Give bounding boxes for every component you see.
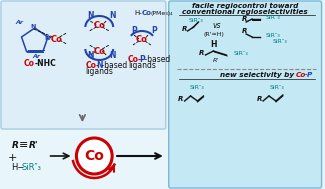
Text: -based: -based bbox=[142, 54, 170, 64]
Text: SiR″₃: SiR″₃ bbox=[266, 33, 281, 38]
Text: R: R bbox=[242, 16, 248, 22]
Text: R': R' bbox=[29, 140, 39, 149]
Text: Co: Co bbox=[142, 10, 152, 16]
Text: N: N bbox=[87, 51, 94, 60]
Text: N: N bbox=[44, 36, 50, 41]
Text: H-: H- bbox=[134, 10, 142, 16]
Text: ligands: ligands bbox=[128, 60, 156, 70]
Text: -P: -P bbox=[305, 72, 313, 78]
Text: ≡: ≡ bbox=[19, 140, 29, 150]
Text: SiR″₃: SiR″₃ bbox=[273, 39, 288, 44]
Text: N: N bbox=[109, 11, 116, 20]
Text: ligands: ligands bbox=[85, 67, 113, 75]
Circle shape bbox=[76, 138, 112, 174]
Text: Co-: Co- bbox=[128, 54, 142, 64]
Text: +: + bbox=[8, 153, 18, 163]
Text: R': R' bbox=[213, 58, 219, 63]
Text: conventional regioselectivities: conventional regioselectivities bbox=[182, 9, 308, 15]
Text: Co: Co bbox=[93, 20, 105, 29]
Text: new selectivity by: new selectivity by bbox=[220, 72, 297, 78]
Text: SiR″₃: SiR″₃ bbox=[22, 163, 42, 173]
Text: H−: H− bbox=[11, 163, 25, 173]
Text: R: R bbox=[182, 26, 187, 32]
Text: Ar: Ar bbox=[16, 19, 24, 25]
Text: SiR″₃: SiR″₃ bbox=[188, 18, 203, 23]
Text: R: R bbox=[256, 96, 262, 102]
Text: (PMe₃)₄: (PMe₃)₄ bbox=[151, 11, 174, 15]
Text: SiR″₃: SiR″₃ bbox=[266, 15, 281, 20]
Text: N: N bbox=[87, 11, 94, 20]
Text: Ar: Ar bbox=[33, 54, 41, 60]
Text: R: R bbox=[242, 28, 248, 34]
Text: -NHC: -NHC bbox=[35, 59, 57, 67]
Text: R: R bbox=[178, 96, 183, 102]
FancyBboxPatch shape bbox=[169, 1, 321, 188]
Text: R: R bbox=[11, 140, 18, 149]
Text: Co-: Co- bbox=[85, 60, 99, 70]
Text: N: N bbox=[109, 51, 116, 60]
Text: -based: -based bbox=[99, 60, 127, 70]
Text: Co: Co bbox=[84, 149, 104, 163]
Text: H: H bbox=[210, 40, 217, 49]
Text: (R'≈H): (R'≈H) bbox=[204, 32, 225, 37]
Text: P: P bbox=[131, 26, 137, 35]
Text: Co: Co bbox=[24, 59, 35, 67]
Text: Co: Co bbox=[136, 36, 148, 44]
Text: Co: Co bbox=[93, 46, 105, 56]
Text: N: N bbox=[30, 23, 35, 29]
Text: SiR″₃: SiR″₃ bbox=[269, 85, 284, 90]
Text: SiR″₃: SiR″₃ bbox=[189, 85, 204, 90]
Text: N: N bbox=[96, 60, 102, 70]
Text: P: P bbox=[151, 26, 157, 35]
FancyBboxPatch shape bbox=[1, 1, 166, 129]
Text: Co: Co bbox=[51, 35, 62, 43]
Text: R: R bbox=[199, 50, 204, 56]
Text: SiR″₃: SiR″₃ bbox=[233, 51, 248, 56]
Text: vs: vs bbox=[212, 21, 221, 30]
Text: facile regiocontrol toward: facile regiocontrol toward bbox=[192, 3, 298, 9]
Text: Co: Co bbox=[296, 72, 306, 78]
Text: P: P bbox=[139, 54, 145, 64]
